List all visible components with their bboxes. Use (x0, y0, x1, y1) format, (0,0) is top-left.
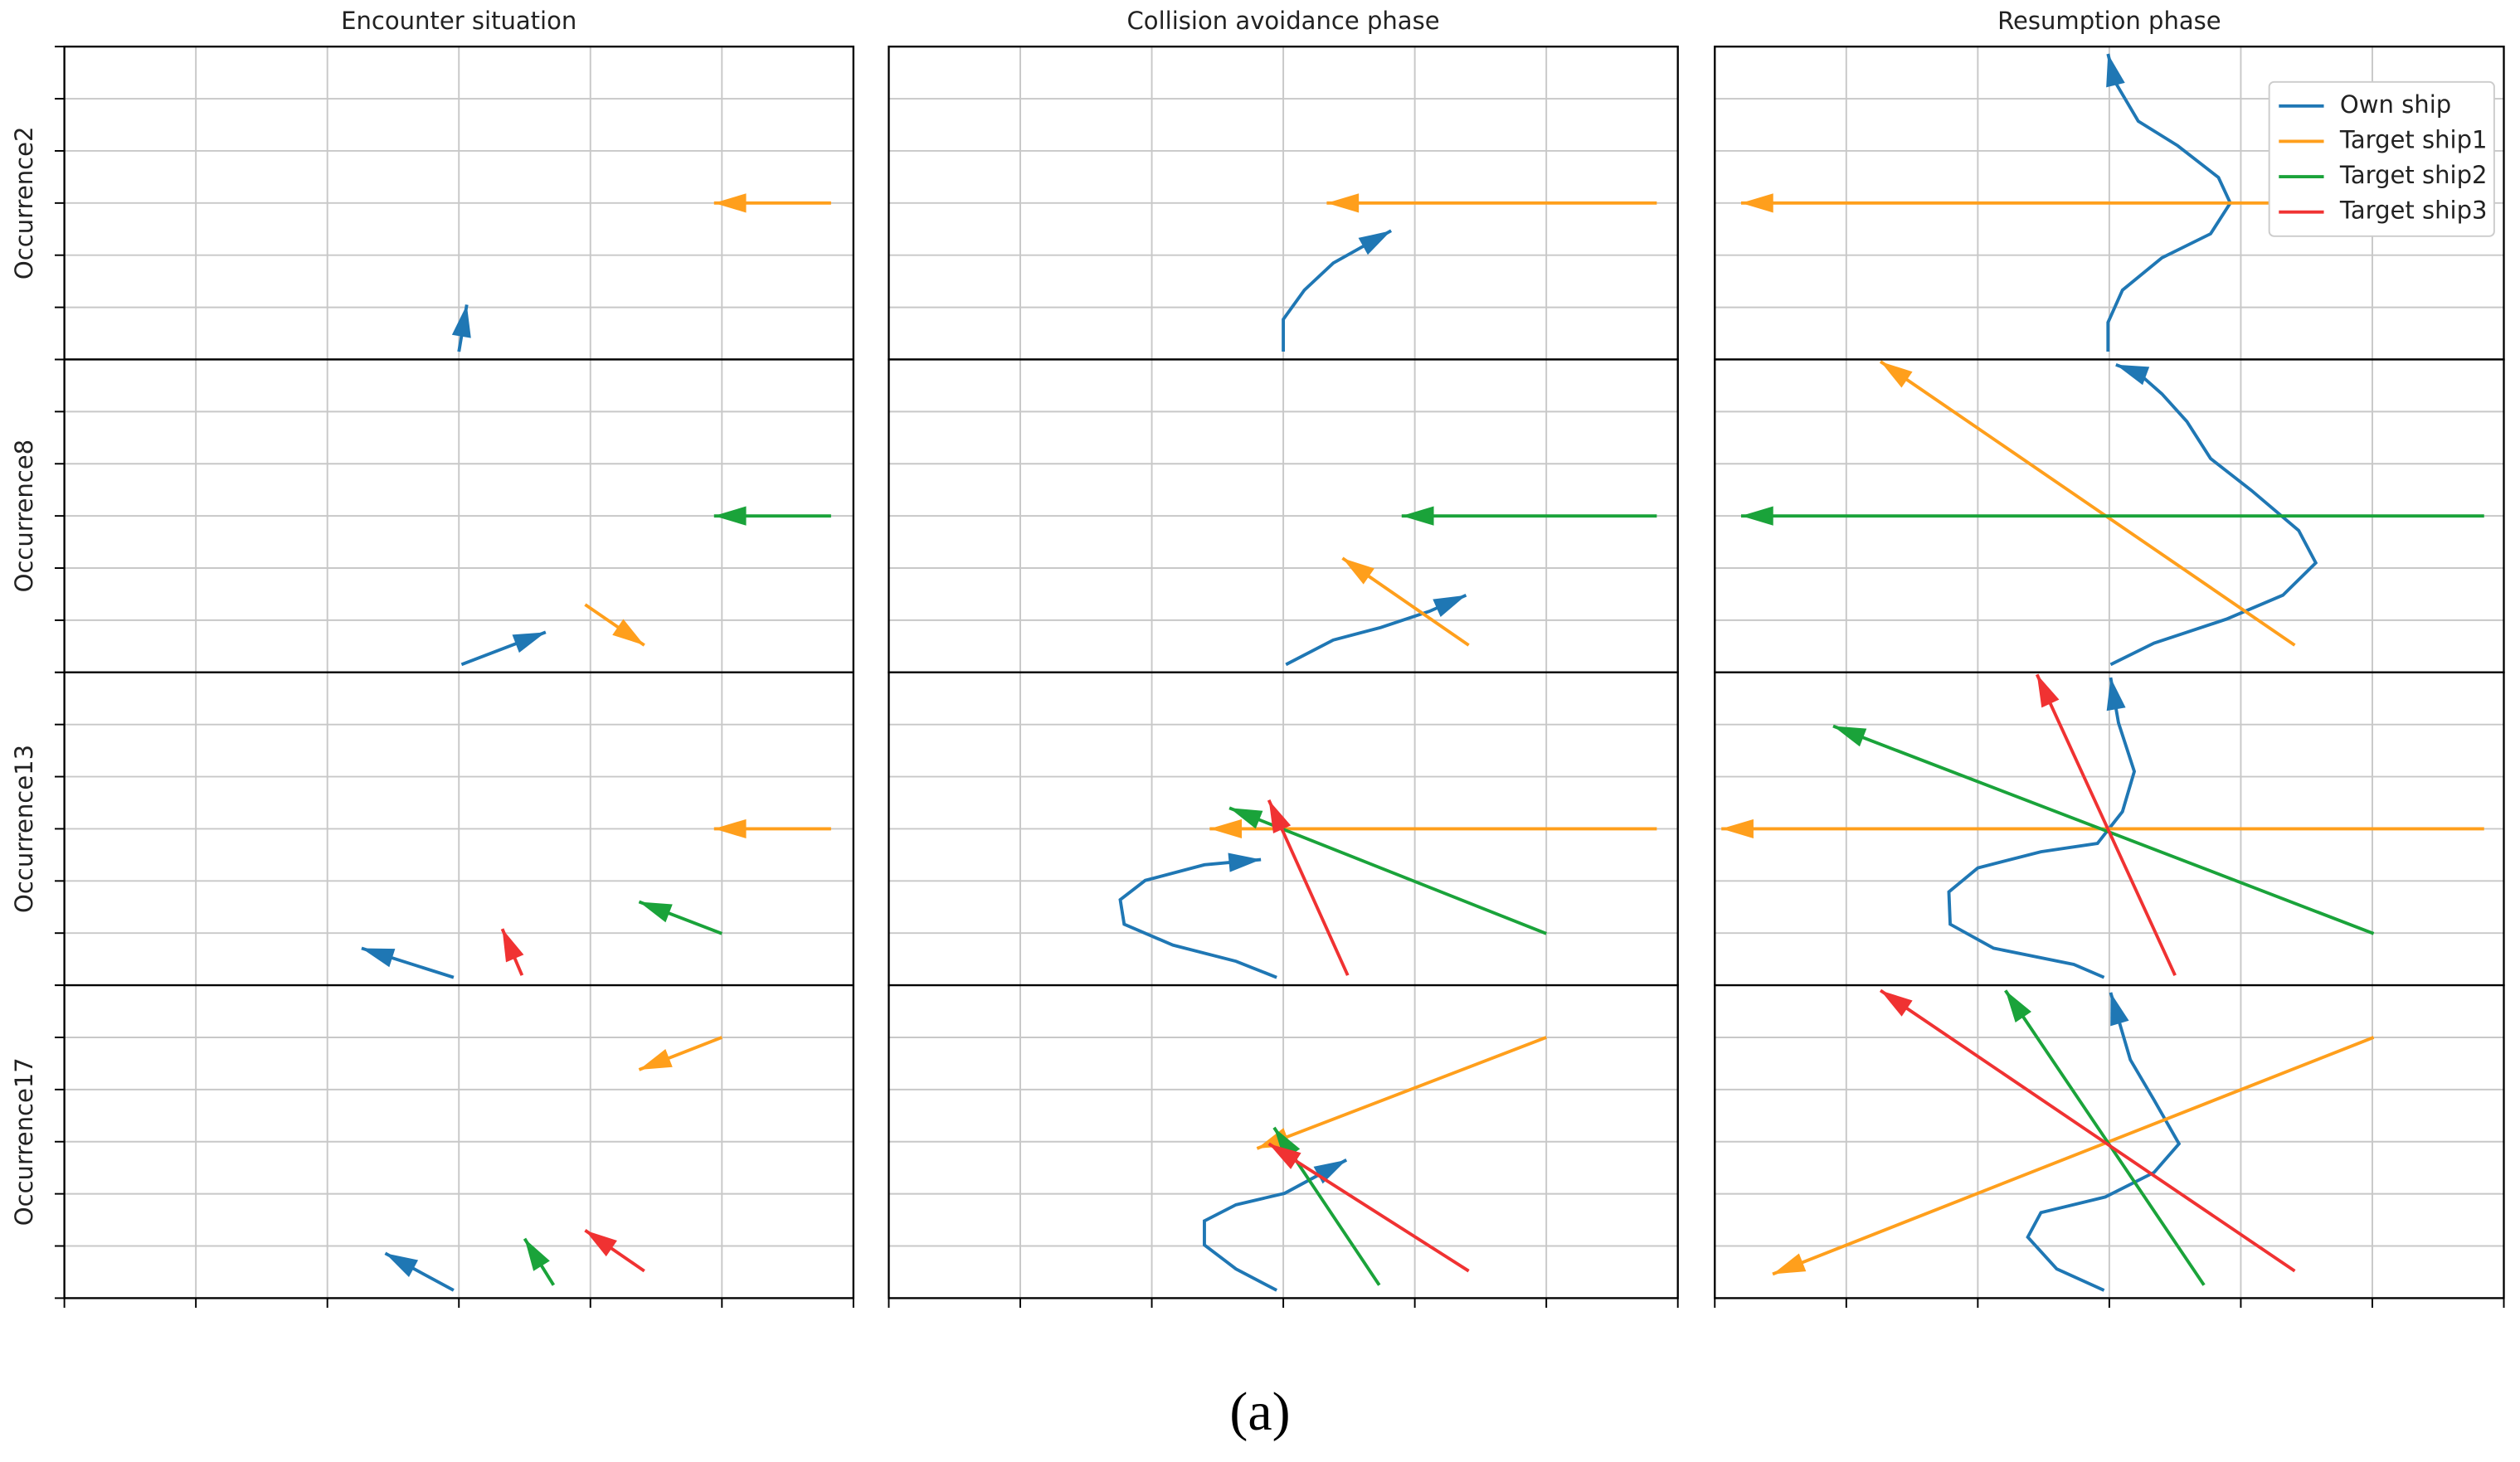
row-label: Occurrence8 (10, 440, 38, 593)
trajectory (2109, 362, 2318, 667)
arrowhead (2106, 53, 2125, 88)
arrowhead (1721, 818, 1754, 839)
row-label: Occurrence17 (10, 1057, 38, 1226)
trajectory (1203, 1158, 1348, 1292)
arrowhead (2036, 674, 2060, 708)
arrowhead (1880, 990, 1913, 1017)
trajectory (1879, 360, 2296, 647)
arrowhead (512, 632, 546, 653)
arrowhead (1832, 726, 1867, 747)
arrowhead (1268, 799, 1292, 833)
arrowhead (1358, 231, 1392, 255)
column-title: Encounter situation (341, 7, 576, 35)
legend-label: Target ship3 (2339, 197, 2488, 225)
trajectory (2026, 992, 2182, 1292)
arrowhead (1773, 1253, 1807, 1275)
panel-frame (888, 984, 1679, 1299)
arrowhead (451, 304, 471, 338)
trajectory (1879, 988, 2296, 1273)
arrowhead (585, 1230, 617, 1257)
arrowhead (1229, 808, 1263, 829)
panel-frame (63, 984, 855, 1299)
arrowhead (639, 1049, 673, 1070)
arrowhead (2115, 364, 2150, 386)
row-label: Occurrence2 (10, 127, 38, 280)
trajectory (1267, 1142, 1470, 1273)
arrowhead (1228, 852, 1262, 872)
arrowhead (1268, 1144, 1301, 1169)
arrowhead (1209, 818, 1243, 839)
legend-label: Target ship2 (2339, 161, 2488, 189)
arrowhead (1342, 558, 1374, 585)
arrowhead (1740, 193, 1773, 213)
arrowhead (1401, 506, 1434, 526)
legend-label: Own ship (2340, 90, 2451, 119)
arrowhead (2110, 992, 2129, 1027)
column-title: Resumption phase (1997, 7, 2221, 35)
trajectory (1832, 724, 2375, 935)
legend-label: Target ship1 (2339, 125, 2488, 153)
arrowhead (385, 1253, 419, 1277)
arrowhead (2005, 990, 2031, 1023)
arrowhead (361, 948, 396, 968)
arrowhead (2106, 678, 2126, 712)
arrowhead (502, 929, 524, 963)
legend-box (2268, 80, 2495, 237)
column-title: Collision avoidance phase (1127, 7, 1440, 35)
arrowhead (639, 901, 673, 923)
arrowhead (713, 506, 747, 526)
trajectory (2035, 673, 2177, 976)
trajectory (1256, 1036, 1547, 1150)
trajectory (1772, 1036, 2375, 1276)
trajectory (1947, 677, 2137, 979)
arrowhead (713, 193, 747, 213)
row-label: Occurrence13 (10, 745, 38, 913)
arrowhead (1740, 506, 1773, 526)
trajectory (2004, 989, 2206, 1286)
arrowhead (612, 619, 645, 646)
panel-frame (1714, 984, 2505, 1299)
trajectory (1118, 857, 1277, 979)
trajectory (1282, 229, 1393, 352)
arrowhead (713, 818, 747, 839)
caption: (a) (1229, 1382, 1290, 1442)
arrowhead (1880, 362, 1913, 388)
arrowhead (524, 1238, 550, 1271)
arrowhead (1433, 595, 1467, 617)
arrowhead (1326, 193, 1360, 213)
